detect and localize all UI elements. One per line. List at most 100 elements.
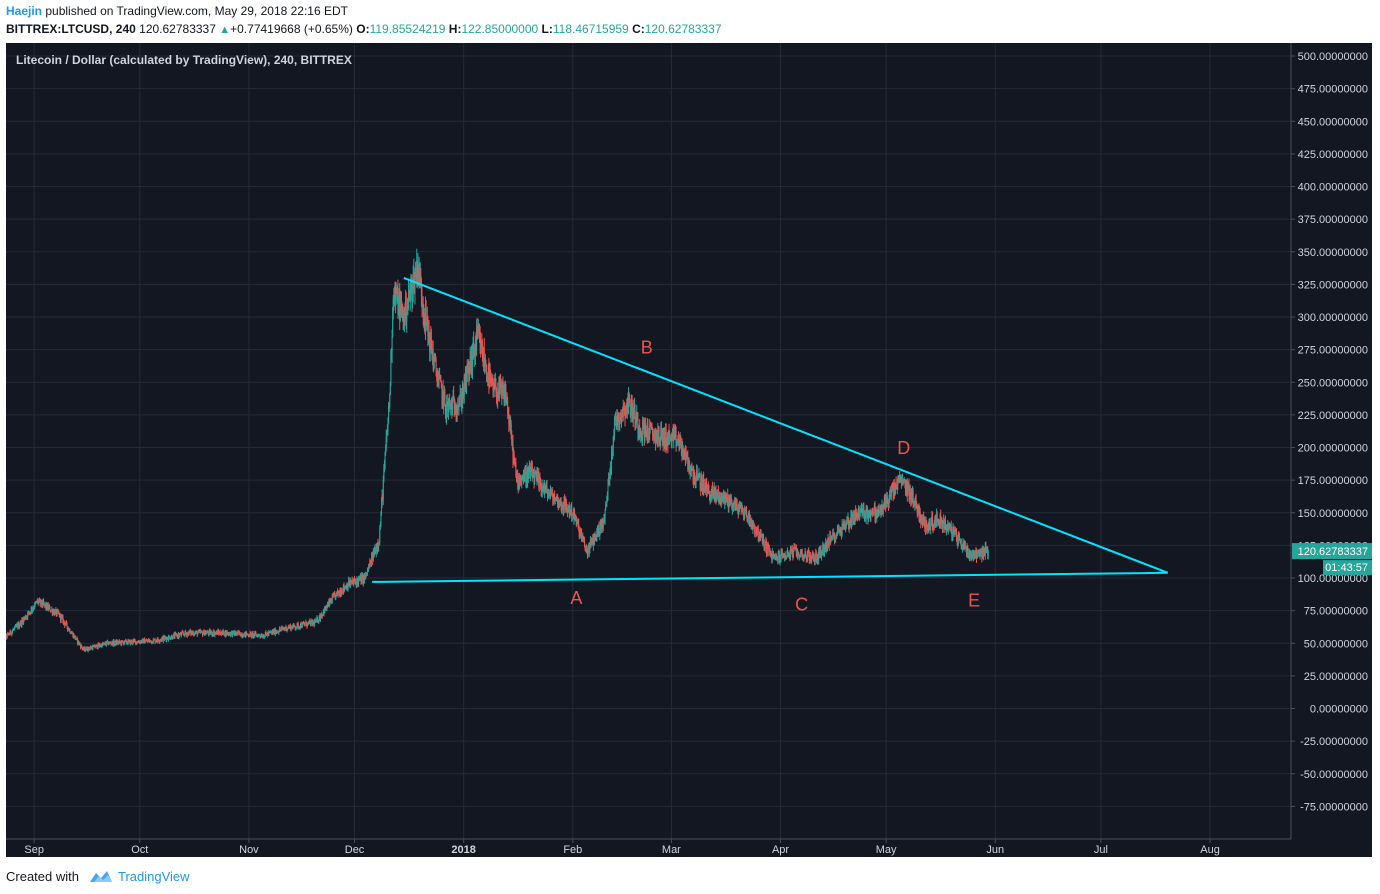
chart-grid <box>6 43 1291 839</box>
candle-body <box>831 539 833 541</box>
candle-body <box>842 523 844 530</box>
candle-body <box>332 594 334 597</box>
candle-body <box>248 635 250 637</box>
candle-body <box>475 341 477 348</box>
candle-body <box>401 306 403 310</box>
author-link[interactable]: Haejin <box>6 4 43 18</box>
candle-body <box>341 590 343 595</box>
candle-body <box>182 632 184 634</box>
candle-body <box>129 640 131 644</box>
candle-body <box>467 368 469 373</box>
candle-body <box>729 497 731 501</box>
candle-body <box>869 511 871 515</box>
price-axis-panel[interactable] <box>1291 43 1372 839</box>
candle-body <box>785 555 787 557</box>
candle-body <box>582 537 584 539</box>
candle-body <box>627 400 629 407</box>
candle-body <box>745 507 747 517</box>
candle-body <box>944 520 946 528</box>
candle-body <box>496 399 498 401</box>
candle-body <box>132 640 134 644</box>
candle-body <box>592 536 594 546</box>
candle-body <box>956 539 958 542</box>
candle-body <box>103 642 105 644</box>
candle-body <box>60 615 62 621</box>
footer: Created with TradingView <box>0 862 1380 894</box>
candle-body <box>466 366 468 389</box>
tradingview-brand-link[interactable]: TradingView <box>118 869 190 884</box>
candle-body <box>249 636 251 638</box>
candle-body <box>282 627 284 629</box>
candle-body <box>273 630 275 634</box>
candle-body <box>410 283 412 292</box>
candle-body <box>106 641 108 643</box>
candle-body <box>887 503 889 505</box>
wave-label-b: B <box>641 338 653 358</box>
candle-body <box>764 541 766 550</box>
trendline-lower[interactable] <box>372 571 1168 583</box>
candle-body <box>173 634 175 636</box>
candle-body <box>552 499 554 505</box>
trendlines[interactable] <box>372 276 1169 583</box>
candle-body <box>455 411 457 413</box>
candle-body <box>326 607 328 609</box>
candle-body <box>45 603 47 609</box>
candle-body <box>69 629 71 633</box>
candle-body <box>34 602 36 608</box>
candle-body <box>38 601 40 604</box>
countdown-tag <box>1323 560 1372 576</box>
candle-body <box>603 519 605 521</box>
candle-body <box>157 638 159 641</box>
candle-body <box>731 505 733 510</box>
candle-body <box>646 431 648 438</box>
candle-body <box>148 640 150 642</box>
candle-body <box>935 523 937 525</box>
candle-body <box>301 622 303 628</box>
candle-body <box>691 464 693 469</box>
tradingview-logo-icon[interactable] <box>88 868 114 884</box>
candle-body <box>889 489 891 497</box>
candle-body <box>518 475 520 485</box>
time-axis-panel[interactable] <box>6 839 1372 857</box>
candle-body <box>278 631 280 633</box>
candle-body <box>402 311 404 321</box>
candle-body <box>72 634 74 638</box>
candle-body <box>555 497 557 500</box>
candle-body <box>801 551 803 553</box>
candle-body <box>774 556 776 558</box>
candle-body <box>625 408 627 410</box>
candle-body <box>629 398 631 405</box>
candle-body <box>575 517 577 526</box>
candle-body <box>473 342 475 357</box>
candle-body <box>949 527 951 529</box>
candle-body <box>30 611 32 613</box>
candle-body <box>479 333 481 339</box>
candle-body <box>558 503 560 508</box>
candle-body <box>704 485 706 491</box>
candle-body <box>232 630 234 632</box>
trendline-upper[interactable] <box>403 276 1169 574</box>
candle-body <box>51 609 53 611</box>
ohlc-close-label: C: <box>632 22 645 36</box>
candle-body <box>193 634 195 636</box>
candle-body <box>504 392 506 404</box>
candle-body <box>846 520 848 523</box>
candle-body <box>980 549 982 553</box>
candle-body <box>284 628 286 630</box>
candle-body <box>493 383 495 391</box>
candle-body <box>178 634 180 636</box>
candle-body <box>930 523 932 530</box>
candle-body <box>174 633 176 638</box>
candle-body <box>933 525 935 529</box>
candle-body <box>622 409 624 418</box>
candle-body <box>97 647 99 649</box>
candle-body <box>665 429 667 446</box>
candle-body <box>804 556 806 558</box>
candle-body <box>866 506 868 510</box>
candle-body <box>94 645 96 648</box>
candle-body <box>477 328 479 330</box>
candle-body <box>102 643 104 645</box>
candle-body <box>113 640 115 645</box>
candle-body <box>459 401 461 404</box>
